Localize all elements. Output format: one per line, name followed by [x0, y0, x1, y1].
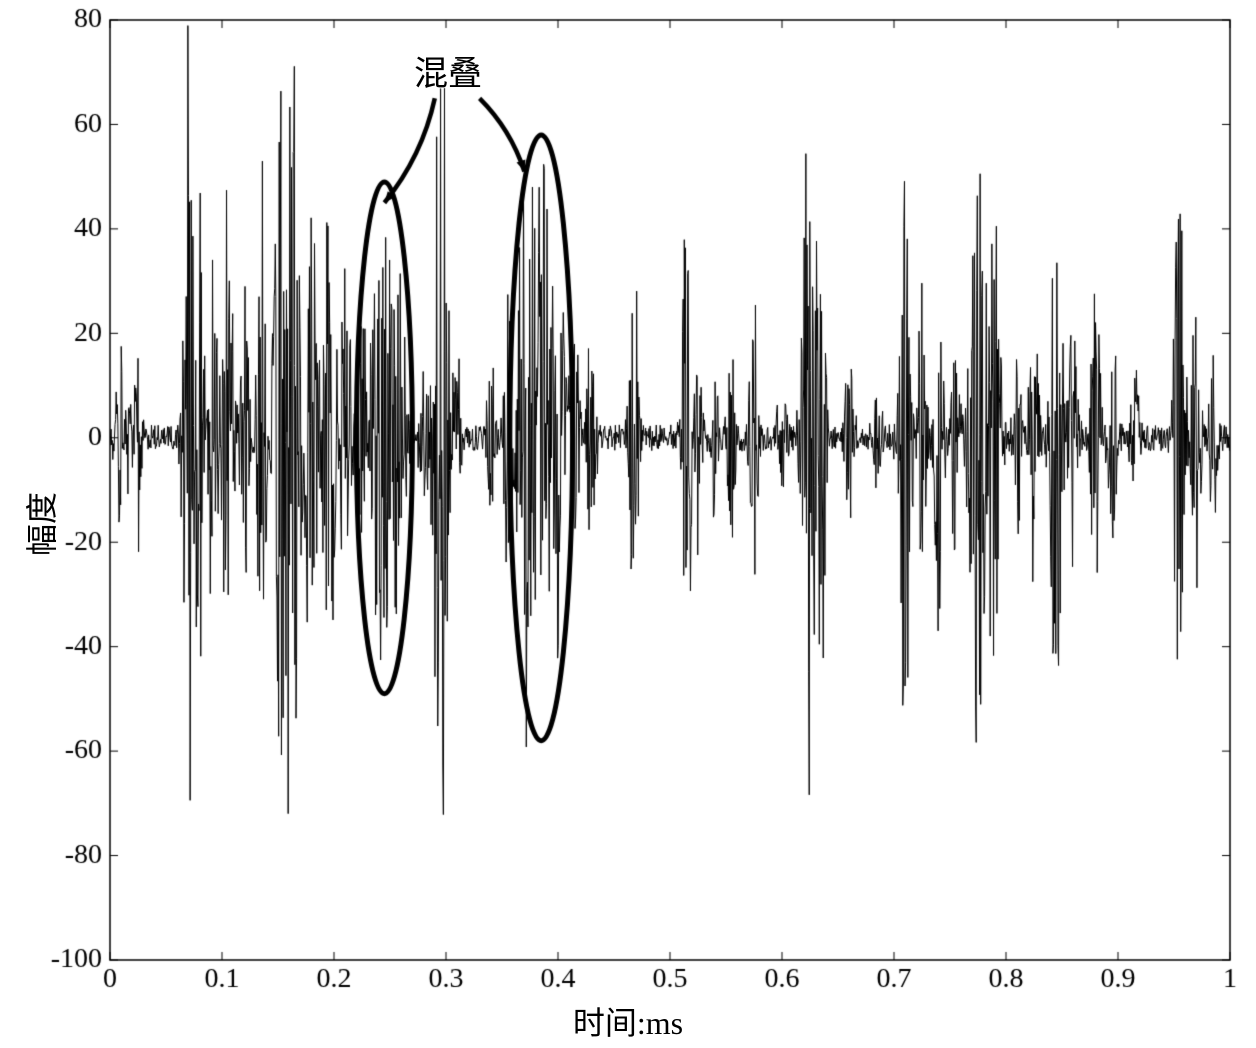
signal-plot-canvas: [0, 0, 1256, 1048]
y-axis-label: 幅度: [17, 492, 63, 556]
chart-container: 幅度 时间:ms 混叠: [0, 0, 1256, 1048]
annotation-aliasing-label: 混叠: [414, 46, 482, 95]
x-axis-label: 时间:ms: [573, 998, 683, 1044]
